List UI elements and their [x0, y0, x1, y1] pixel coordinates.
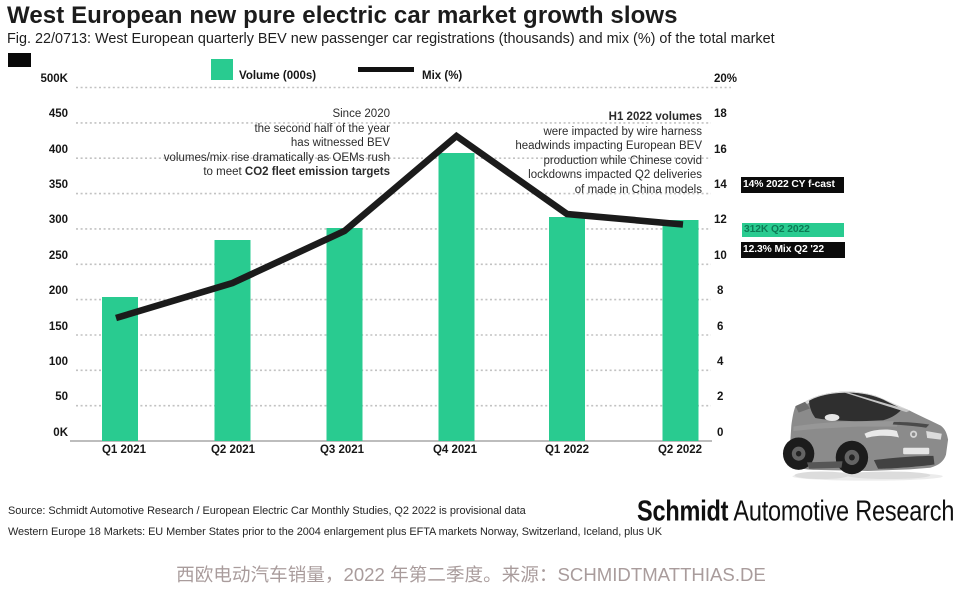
svg-text:2022: 2022 [344, 564, 385, 585]
svg-text:SCHMIDTMATTHIAS.DE: SCHMIDTMATTHIAS.DE [558, 564, 766, 585]
